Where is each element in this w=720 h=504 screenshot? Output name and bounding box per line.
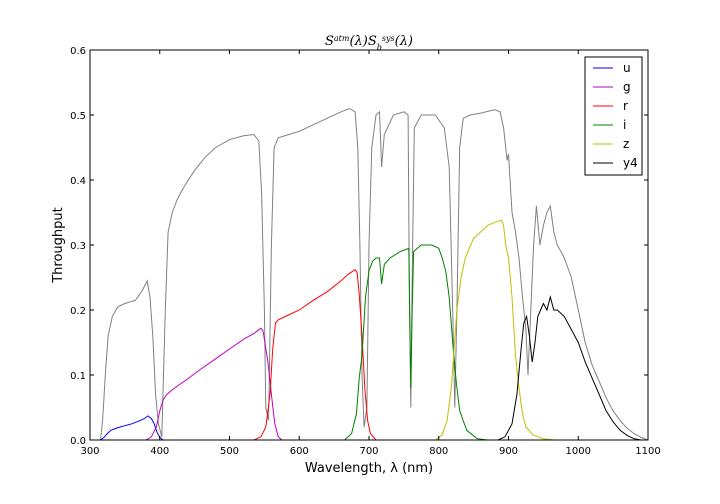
- plot-area: [100, 107, 649, 441]
- y-tick-label: 0.2: [70, 306, 86, 317]
- x-tick-label: 1000: [566, 446, 591, 457]
- x-tick-label: 400: [150, 446, 169, 457]
- legend-label-g: g: [623, 80, 631, 94]
- series-line-atmosphere-total: [100, 107, 649, 441]
- y-tick-label: 0.6: [70, 46, 86, 57]
- legend-box: [584, 56, 643, 176]
- x-tick-label: 700: [359, 446, 378, 457]
- x-tick-label: 600: [290, 446, 309, 457]
- x-tick-label: 300: [80, 446, 99, 457]
- series-line-u: [100, 415, 164, 441]
- legend-label-i: i: [623, 118, 626, 132]
- x-tick-label: 900: [499, 446, 518, 457]
- series-line-y4: [497, 295, 642, 441]
- y-tick-label: 0.5: [70, 111, 86, 122]
- legend-label-u: u: [623, 61, 631, 75]
- series-line-r: [253, 269, 377, 441]
- y-tick-label: 0.3: [70, 241, 86, 252]
- legend-label-r: r: [623, 99, 628, 113]
- y-axis-label: Throughput: [51, 207, 66, 284]
- y-tick-label: 0.0: [70, 436, 86, 447]
- x-axis-ticks: 300 400 500 600 700 800 900 1000 1100: [80, 50, 661, 457]
- series-line-i: [344, 244, 488, 441]
- series-line-g: [145, 327, 283, 441]
- series-line-z: [434, 219, 554, 441]
- y-axis-ticks: 0.0 0.1 0.2 0.3 0.4 0.5 0.6: [70, 46, 648, 447]
- y-tick-label: 0.4: [70, 176, 86, 187]
- legend-label-z: z: [623, 137, 629, 151]
- x-axis-label: Wavelength, λ (nm): [305, 461, 433, 476]
- y-tick-label: 0.1: [70, 371, 86, 382]
- x-tick-label: 500: [220, 446, 239, 457]
- chart-title: Satm(λ)Sbsys(λ): [325, 34, 413, 52]
- legend-label-y4: y4: [623, 156, 638, 170]
- x-tick-label: 1100: [635, 446, 660, 457]
- x-tick-label: 800: [429, 446, 448, 457]
